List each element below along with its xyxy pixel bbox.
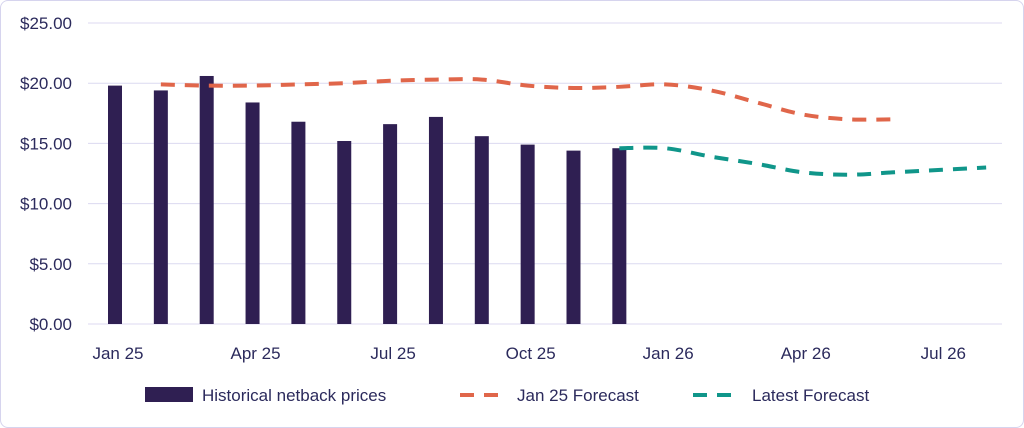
y-tick-label: $20.00 [20, 74, 72, 93]
bar [199, 75, 214, 324]
bar [153, 90, 168, 324]
y-tick-label: $5.00 [29, 255, 72, 274]
bar [108, 85, 122, 324]
x-axis: Jan 25 Apr 25 Jul 25 Oct 25 Jan 26 Apr 26 Jul … [92, 344, 966, 363]
bar [337, 140, 352, 324]
x-tick-label: Apr 25 [231, 344, 281, 363]
series-line [619, 145, 987, 177]
legend-label: Latest Forecast [752, 386, 869, 405]
y-tick-label: $10.00 [20, 195, 72, 214]
legend-swatch [145, 387, 193, 402]
bar [428, 116, 443, 324]
x-tick-label: Oct 25 [506, 344, 556, 363]
bar [291, 121, 306, 324]
historical-bars [108, 75, 627, 325]
x-tick-label: Jul 25 [370, 344, 415, 363]
bar [520, 144, 535, 324]
bar [245, 102, 260, 325]
y-tick-label: $25.00 [20, 14, 72, 33]
legend-label: Historical netback prices [202, 386, 386, 405]
x-tick-label: Jul 26 [921, 344, 966, 363]
bar [474, 136, 489, 324]
bar [383, 124, 398, 324]
bar [566, 150, 581, 324]
legend: Historical netback prices Jan 25 Forecast… [145, 386, 869, 405]
x-tick-label: Jan 26 [643, 344, 694, 363]
bar [612, 148, 627, 324]
y-tick-label: $15.00 [20, 134, 72, 153]
y-axis: $0.00 $5.00 $10.00 $15.00 $20.00 $25.00 [20, 14, 72, 334]
series-line [160, 77, 895, 122]
forecast-lines [160, 77, 987, 177]
x-tick-label: Apr 26 [781, 344, 831, 363]
gridlines [88, 22, 1002, 325]
x-tick-label: Jan 25 [92, 344, 143, 363]
legend-label: Jan 25 Forecast [517, 386, 639, 405]
y-tick-label: $0.00 [29, 315, 72, 334]
